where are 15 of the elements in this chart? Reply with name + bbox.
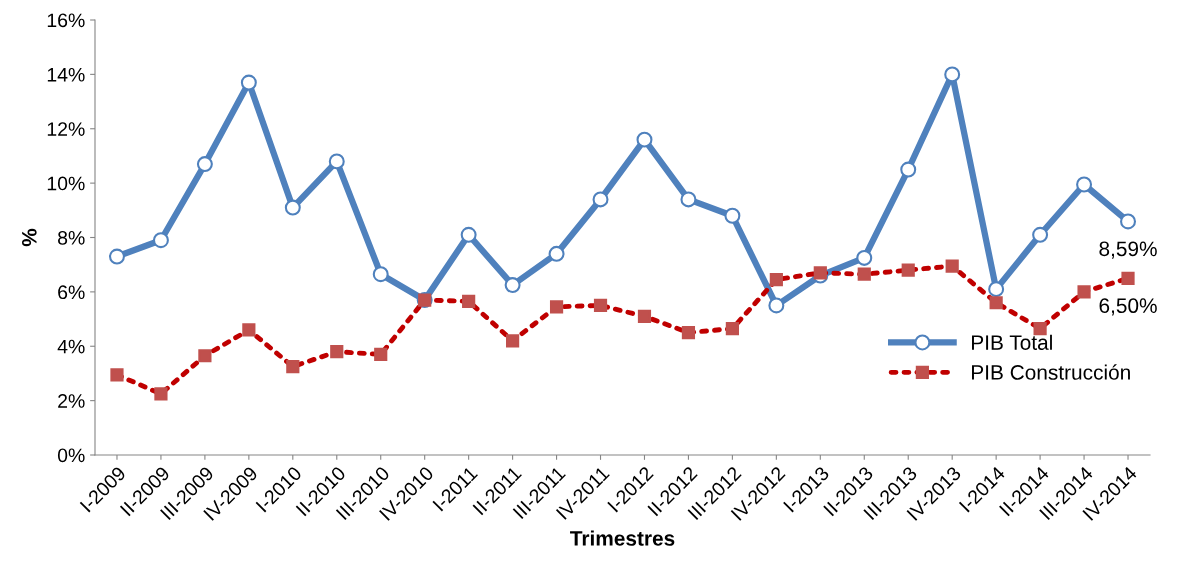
legend-label: PIB Construcción: [972, 364, 1130, 380]
y-tick-label: 14%: [47, 67, 85, 82]
y-tick-label: 2%: [58, 394, 85, 408]
y-axis-title: %: [21, 228, 37, 247]
y-tick-label: 10%: [47, 176, 85, 191]
y-tick-label: 8%: [58, 230, 85, 245]
data-label: 8,59%: [1099, 241, 1157, 259]
y-tick-label: 12%: [47, 122, 85, 136]
y-tick-label: 0%: [57, 448, 85, 463]
y-tick-label: 6%: [58, 285, 85, 300]
data-label: 6,50%: [1099, 298, 1157, 316]
y-tick-label: 16%: [47, 13, 85, 28]
x-axis-title: Trimestres: [570, 530, 675, 546]
legend-label: PIB Total: [972, 334, 1052, 350]
y-tick-label: 4%: [57, 339, 85, 354]
